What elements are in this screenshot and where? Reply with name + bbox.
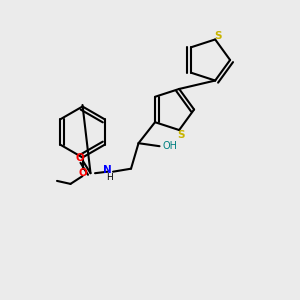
Text: S: S: [214, 32, 222, 41]
Text: O: O: [78, 168, 87, 178]
Text: H: H: [106, 172, 113, 182]
Text: S: S: [177, 130, 184, 140]
Text: N: N: [103, 165, 112, 175]
Text: O: O: [76, 153, 84, 163]
Text: OH: OH: [163, 141, 178, 151]
